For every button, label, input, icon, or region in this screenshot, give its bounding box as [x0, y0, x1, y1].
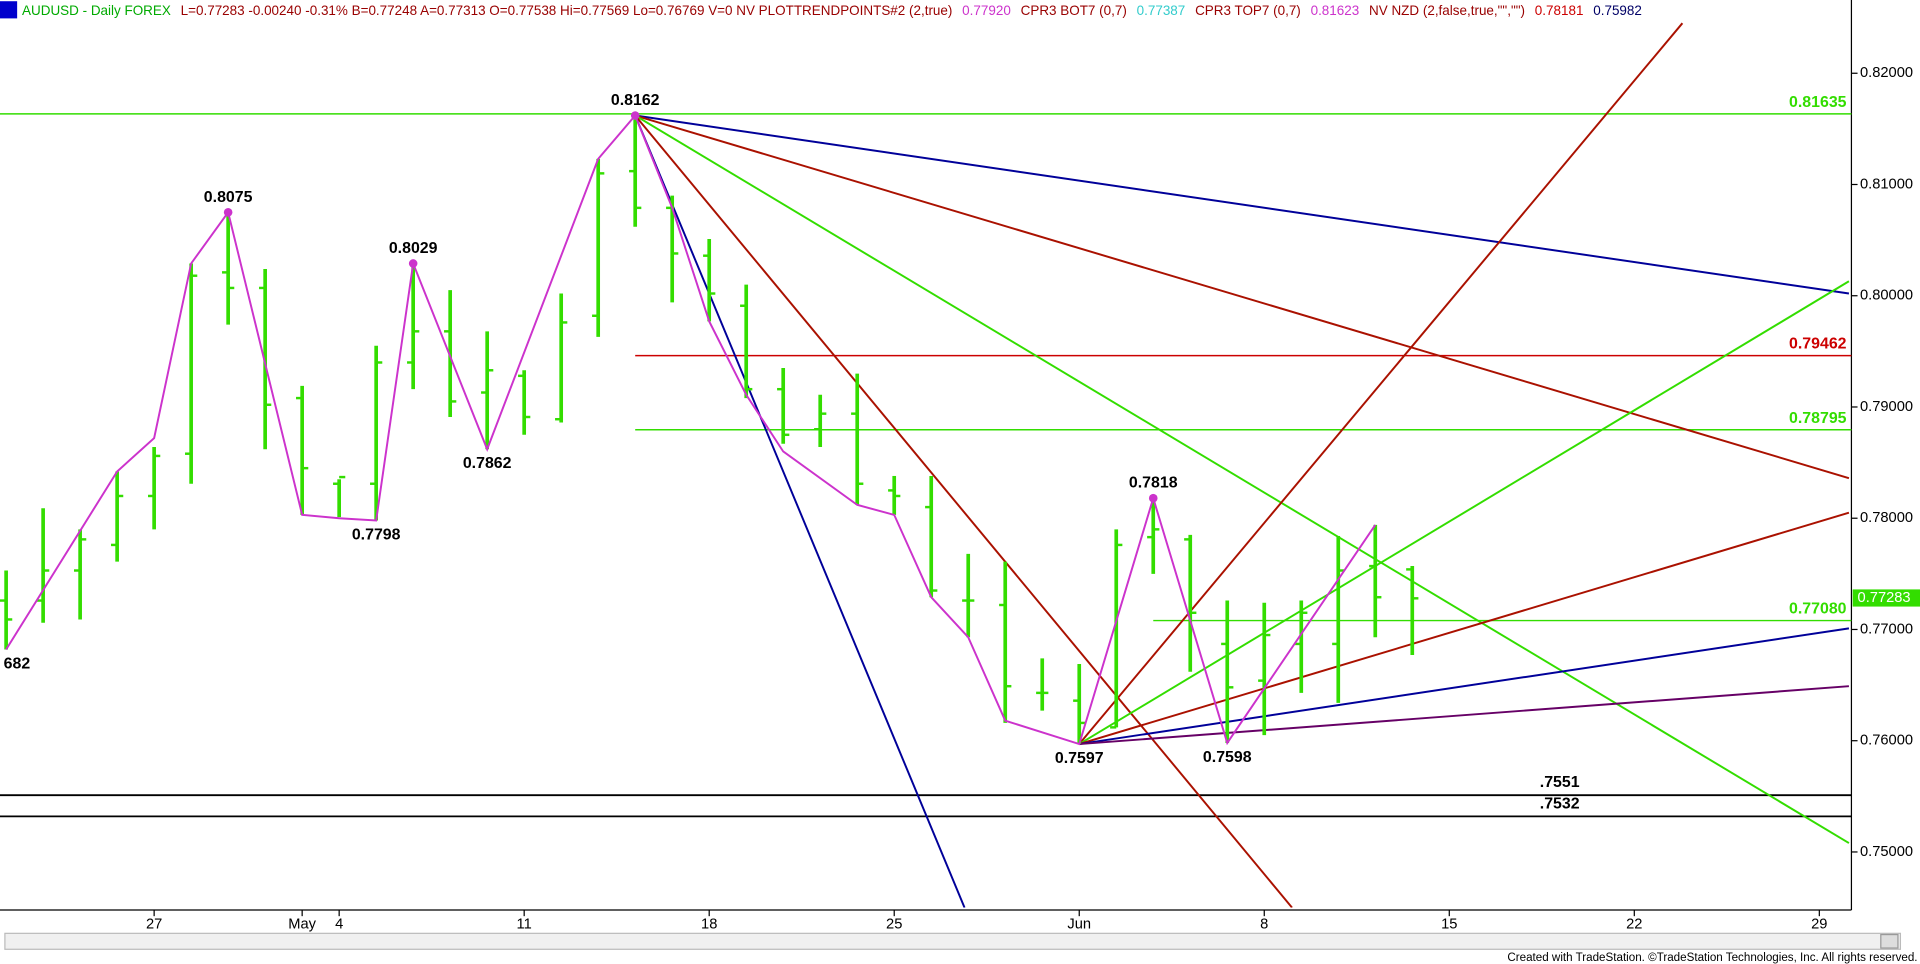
y-tick-label: 0.79000: [1860, 399, 1913, 415]
scrollbar-thumb[interactable]: [1880, 933, 1899, 949]
scrollbar[interactable]: [4, 932, 1902, 950]
level-label: 0.77080: [1789, 601, 1847, 618]
header-item: AUDUSD - Daily FOREX: [22, 3, 171, 18]
x-tick-label: 27: [146, 917, 162, 933]
header-item: 0.78181: [1535, 3, 1584, 18]
x-tick-label: 22: [1626, 917, 1642, 933]
y-tick-label: 0.78000: [1860, 510, 1913, 526]
level-label: 0.79462: [1789, 336, 1847, 353]
trend-line: [634, 114, 1850, 844]
x-tick-label: 29: [1811, 917, 1827, 933]
swing-label: 0.7598: [1203, 749, 1252, 766]
swing-label: 0.8029: [389, 240, 438, 257]
level-label: 0.81635: [1789, 94, 1847, 111]
swing-label: 0.7798: [352, 526, 401, 543]
level-label: .7551: [1540, 774, 1580, 791]
swing-label: 0.7818: [1129, 475, 1178, 492]
header-item: 0.75982: [1593, 3, 1642, 18]
symbol-icon: [0, 1, 18, 19]
last-price-label: 0.77283: [1858, 590, 1911, 606]
header-item: 0.77920: [962, 3, 1011, 18]
header-item: 0.77387: [1137, 3, 1186, 18]
swing-dot: [223, 208, 233, 217]
swing-dot: [408, 259, 418, 268]
header-item: NV NZD (2,false,true,"",""): [1369, 3, 1525, 18]
level-label: 0.78795: [1789, 410, 1847, 427]
swing-dot: [1148, 493, 1158, 503]
y-tick-label: 0.81000: [1860, 176, 1913, 192]
trend-line: [1078, 22, 1684, 745]
x-tick-label: May: [288, 917, 316, 933]
trend-line: [635, 114, 1850, 295]
header-line: AUDUSD - Daily FOREX L=0.77283 -0.00240 -…: [22, 3, 1642, 18]
trend-line: [634, 114, 1850, 480]
x-tick-label: 25: [886, 917, 902, 933]
x-tick-label: 15: [1441, 917, 1457, 933]
y-tick-label: 0.82000: [1860, 65, 1913, 81]
x-tick-label: 8: [1260, 917, 1268, 933]
trend-line: [1078, 511, 1850, 745]
x-tick-label: 11: [517, 917, 532, 933]
swing-label: 0.8075: [204, 189, 253, 206]
trend-line: [634, 115, 966, 908]
x-tick-label: 4: [335, 917, 343, 933]
plot-area: [0, 22, 1852, 908]
header-item: L=0.77283 -0.00240 -0.31% B=0.77248 A=0.…: [181, 3, 953, 18]
level-label: .7532: [1540, 795, 1580, 812]
last-price-box: [1852, 589, 1920, 607]
x-tick-label: Jun: [1067, 917, 1091, 933]
swing-label: 0.7597: [1055, 750, 1104, 767]
trend-line: [1079, 627, 1850, 746]
swing-label: 0.8162: [611, 92, 660, 109]
header-item: 0.81623: [1311, 3, 1360, 18]
trend-line: [1078, 280, 1850, 745]
y-tick-label: 0.80000: [1860, 288, 1913, 304]
swing-dot: [630, 111, 640, 120]
y-tick-label: 0.77000: [1860, 621, 1913, 637]
x-tick-label: 18: [701, 917, 717, 933]
trend-line: [1079, 685, 1849, 746]
header-item: CPR3 BOT7 (0,7): [1021, 3, 1127, 18]
y-tick-label: 0.75000: [1860, 844, 1913, 860]
trend-line: [634, 114, 1293, 908]
swing-label: 0.7862: [463, 455, 512, 472]
footer: Created with TradeStation. ©TradeStation…: [1507, 951, 1917, 964]
header-item: CPR3 TOP7 (0,7): [1195, 3, 1301, 18]
swing-label: 682: [4, 655, 31, 672]
y-tick-label: 0.76000: [1860, 733, 1913, 749]
